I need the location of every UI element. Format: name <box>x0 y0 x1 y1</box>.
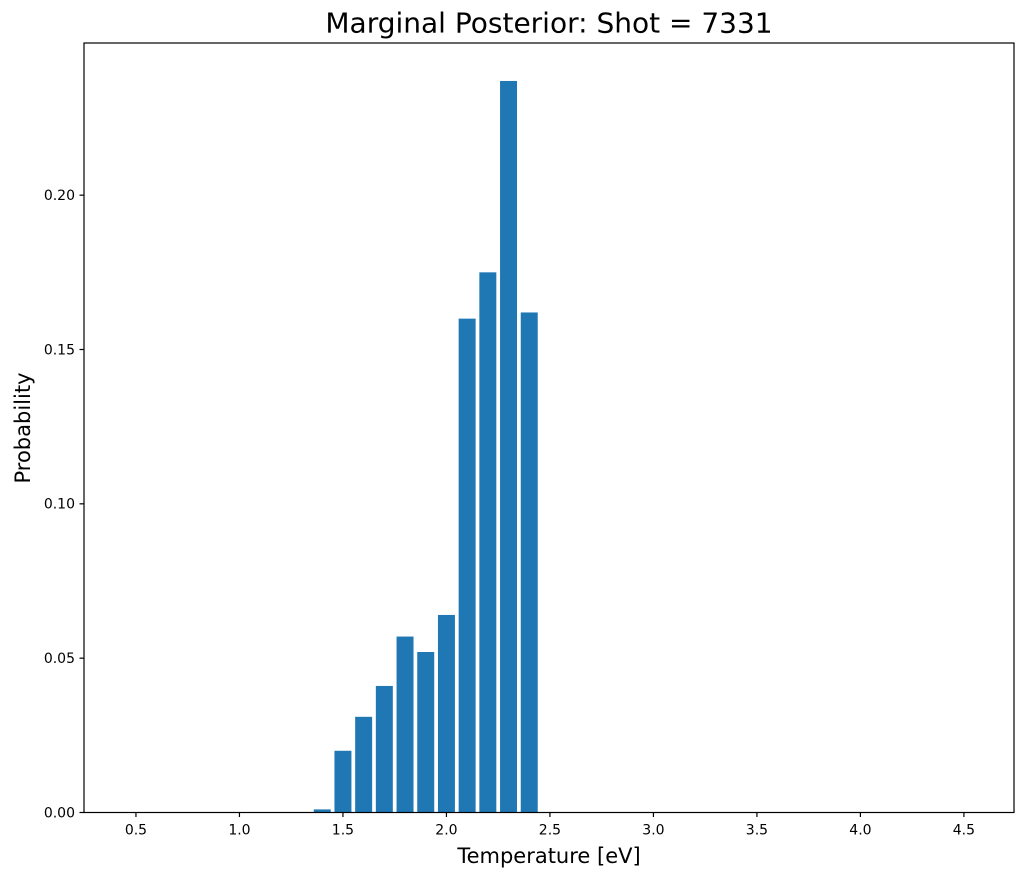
y-tick-label: 0.10 <box>44 497 75 513</box>
histogram-bar <box>313 809 331 813</box>
x-tick-label: 4.5 <box>953 823 975 839</box>
histogram-bar <box>479 272 497 813</box>
x-axis-label: Temperature [eV] <box>457 844 641 868</box>
histogram-bar <box>458 318 476 813</box>
histogram-bar <box>396 636 414 813</box>
histogram-bar <box>437 614 455 813</box>
x-tick-label: 3.5 <box>746 823 768 839</box>
y-tick-label: 0.20 <box>44 188 75 204</box>
x-tick-label: 1.5 <box>332 823 354 839</box>
histogram-bar <box>500 80 518 813</box>
axes-frame <box>83 42 1015 814</box>
x-tick-label: 4.0 <box>849 823 871 839</box>
y-tick-label: 0.15 <box>44 342 75 358</box>
histogram-bar <box>334 750 352 813</box>
y-tick-label: 0.05 <box>44 651 75 667</box>
y-tick-label: 0.00 <box>44 805 75 821</box>
chart-title: Marginal Posterior: Shot = 7331 <box>325 6 773 40</box>
x-tick-label: 3.0 <box>642 823 664 839</box>
histogram-bar <box>520 312 538 813</box>
x-tick-label: 0.5 <box>125 823 147 839</box>
histogram-bar <box>375 685 393 813</box>
x-tick-label: 2.0 <box>435 823 457 839</box>
x-tick-label: 1.0 <box>228 823 250 839</box>
histogram-bar <box>417 651 435 813</box>
histogram-bar <box>355 716 373 813</box>
x-tick-label: 2.5 <box>539 823 561 839</box>
